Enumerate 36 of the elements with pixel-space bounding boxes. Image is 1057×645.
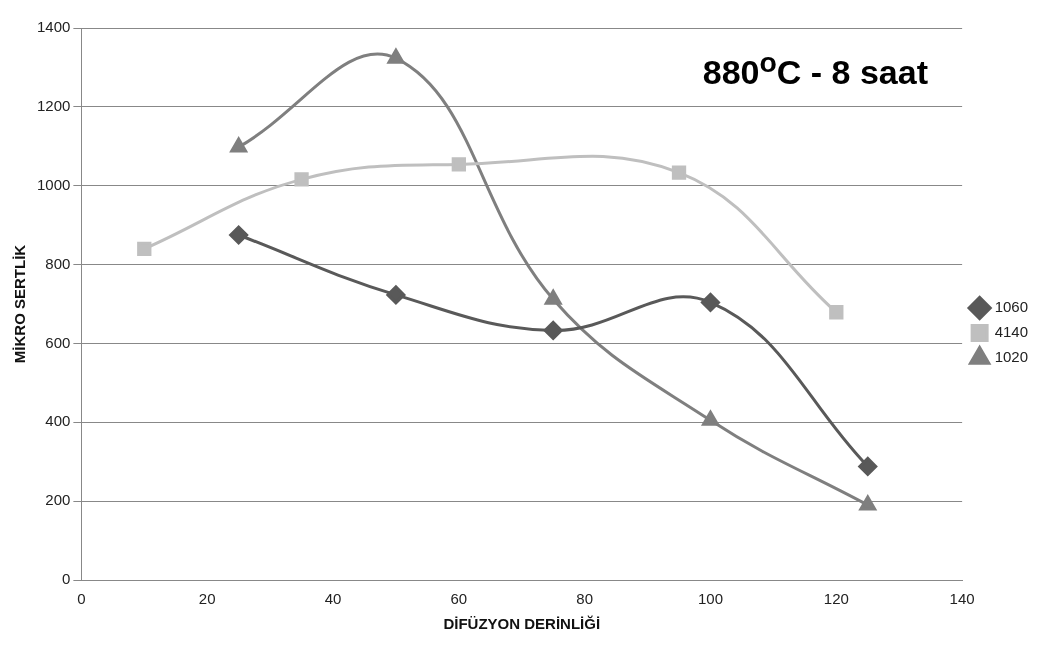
legend-label: 1060 [994,298,1029,316]
point [671,165,687,180]
y-tick-label: 1000 [36,175,71,193]
point [700,292,720,312]
x-tick-label: 120 [823,590,849,608]
point [229,225,249,245]
text: 880$^{o}$C - 8 saat [702,46,928,93]
point [544,289,562,305]
x-tick-label: 0 [77,590,86,608]
point [294,172,309,187]
x-tick-label: 80 [576,590,594,608]
point [858,456,878,476]
x-tick-label: 20 [198,590,216,608]
legend-label: 1020 [994,348,1029,366]
legend-label: 4140 [994,323,1029,341]
y-axis-title: MİKRO SERTLİK [11,244,29,364]
point [702,410,719,426]
y-tick-label: 600 [45,333,71,351]
point [137,241,152,256]
y-tick-label: 200 [45,491,71,509]
point [859,495,877,511]
y-tick-label: 400 [45,412,71,430]
point [230,137,248,153]
x-tick-label: 60 [450,590,468,608]
y-tick-label: 0 [62,570,71,588]
point [543,320,563,340]
y-tick-label: 800 [45,254,71,272]
point [829,305,844,320]
y-tick-label: 1200 [36,97,71,114]
x-tick-label: 140 [949,590,975,608]
point [451,157,466,172]
x-axis-title: DİFÜZYON DERİNLİĞİ [443,615,601,633]
point [386,285,406,305]
y-tick-label: 1400 [36,18,71,36]
x-tick-label: 40 [324,590,342,608]
x-tick-label: 100 [697,590,723,608]
